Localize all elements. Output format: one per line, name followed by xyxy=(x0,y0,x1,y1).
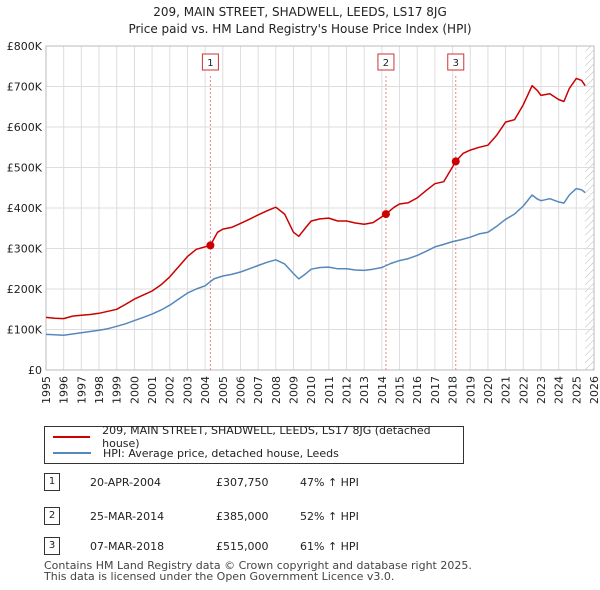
series-line-hpi xyxy=(45,187,586,336)
x-tick-label: 2015 xyxy=(394,376,407,404)
y-tick-label: £300K xyxy=(7,243,43,256)
sale-marker-badge: 1 xyxy=(44,473,60,491)
x-tick-label: 2019 xyxy=(464,376,477,404)
x-tick-label: 2005 xyxy=(217,376,230,404)
sale-point xyxy=(451,157,460,166)
attribution-line-1: Contains HM Land Registry data © Crown c… xyxy=(44,559,472,572)
x-tick-label: 2017 xyxy=(429,376,442,404)
y-tick-label: £400K xyxy=(7,202,43,215)
x-tick-label: 2006 xyxy=(234,376,247,404)
sale-hpi-change: 47% ↑ HPI xyxy=(300,475,359,489)
price-chart: 209, MAIN STREET, SHADWELL, LEEDS, LS17 … xyxy=(7,5,600,404)
legend-swatch-property xyxy=(53,436,91,438)
x-tick-label: 2007 xyxy=(252,376,265,404)
sale-price: £515,000 xyxy=(216,539,269,553)
chart-subtitle: Price paid vs. HM Land Registry's House … xyxy=(128,22,471,36)
x-tick-label: 2001 xyxy=(146,376,159,404)
chart-title: 209, MAIN STREET, SHADWELL, LEEDS, LS17 … xyxy=(153,5,447,19)
x-tick-label: 2012 xyxy=(341,376,354,404)
legend-item-property: 209, MAIN STREET, SHADWELL, LEEDS, LS17 … xyxy=(53,424,463,450)
x-tick-label: 2000 xyxy=(128,376,141,404)
sale-hpi-change: 52% ↑ HPI xyxy=(300,509,359,523)
legend-item-hpi: HPI: Average price, detached house, Leed… xyxy=(53,445,339,461)
y-tick-label: £0 xyxy=(28,364,42,377)
x-tick-label: 2020 xyxy=(482,376,495,404)
x-tick-label: 2018 xyxy=(447,376,460,404)
x-tick-label: 2016 xyxy=(411,376,424,404)
x-tick-label: 1995 xyxy=(40,376,53,404)
sale-marker-label: 1 xyxy=(207,58,213,69)
sale-marker-label: 2 xyxy=(383,58,389,69)
sale-point xyxy=(381,210,390,219)
y-tick-label: £200K xyxy=(7,283,43,296)
sale-hpi-change: 61% ↑ HPI xyxy=(300,539,359,553)
sale-point xyxy=(206,241,215,250)
sale-marker-badge: 2 xyxy=(44,507,60,525)
x-tick-label: 2014 xyxy=(376,376,389,404)
legend-label-hpi: HPI: Average price, detached house, Leed… xyxy=(103,446,339,460)
attribution-line-2: This data is licensed under the Open Gov… xyxy=(44,570,395,583)
plot-frame xyxy=(45,45,595,371)
x-tick-label: 2004 xyxy=(199,376,212,404)
attribution-footer: Contains HM Land Registry data © Crown c… xyxy=(44,560,472,582)
x-tick-label: 2024 xyxy=(553,376,566,404)
sale-date: 07-MAR-2018 xyxy=(90,539,165,553)
sale-marker-badge: 3 xyxy=(44,537,60,555)
y-tick-label: £500K xyxy=(7,162,43,175)
sale-price: £385,000 xyxy=(216,509,269,523)
sale-marker-box xyxy=(377,53,395,71)
legend-swatch-hpi xyxy=(53,452,91,454)
sale-date: 20-APR-2004 xyxy=(90,475,162,489)
sale-price: £307,750 xyxy=(216,475,269,489)
x-tick-label: 2009 xyxy=(287,376,300,404)
x-tick-label: 2022 xyxy=(517,376,530,404)
x-tick-label: 2008 xyxy=(270,376,283,404)
x-tick-label: 2011 xyxy=(323,376,336,404)
legend-label-property: 209, MAIN STREET, SHADWELL, LEEDS, LS17 … xyxy=(102,424,431,450)
y-tick-label: £700K xyxy=(7,81,43,94)
x-tick-label: 2026 xyxy=(588,376,600,404)
y-tick-label: £100K xyxy=(7,324,43,337)
x-tick-label: 2010 xyxy=(305,376,318,404)
sale-marker-box xyxy=(201,53,219,71)
y-tick-label: £600K xyxy=(7,121,43,134)
sale-date: 25-MAR-2014 xyxy=(90,509,165,523)
x-tick-label: 2013 xyxy=(358,376,371,404)
sale-marker-label: 3 xyxy=(453,58,459,69)
x-tick-label: 1996 xyxy=(58,376,71,404)
chart-legend: 209, MAIN STREET, SHADWELL, LEEDS, LS17 … xyxy=(44,424,464,464)
series-line-property xyxy=(45,77,586,320)
x-tick-label: 2025 xyxy=(570,376,583,404)
x-tick-label: 1999 xyxy=(111,376,124,404)
x-tick-label: 1998 xyxy=(93,376,106,404)
x-tick-label: 2023 xyxy=(535,376,548,404)
x-tick-label: 2002 xyxy=(164,376,177,404)
x-tick-label: 1997 xyxy=(75,376,88,404)
sale-marker-box xyxy=(447,53,465,71)
x-tick-label: 2021 xyxy=(500,376,513,404)
x-tick-label: 2003 xyxy=(181,376,194,404)
y-tick-label: £800K xyxy=(7,40,43,53)
